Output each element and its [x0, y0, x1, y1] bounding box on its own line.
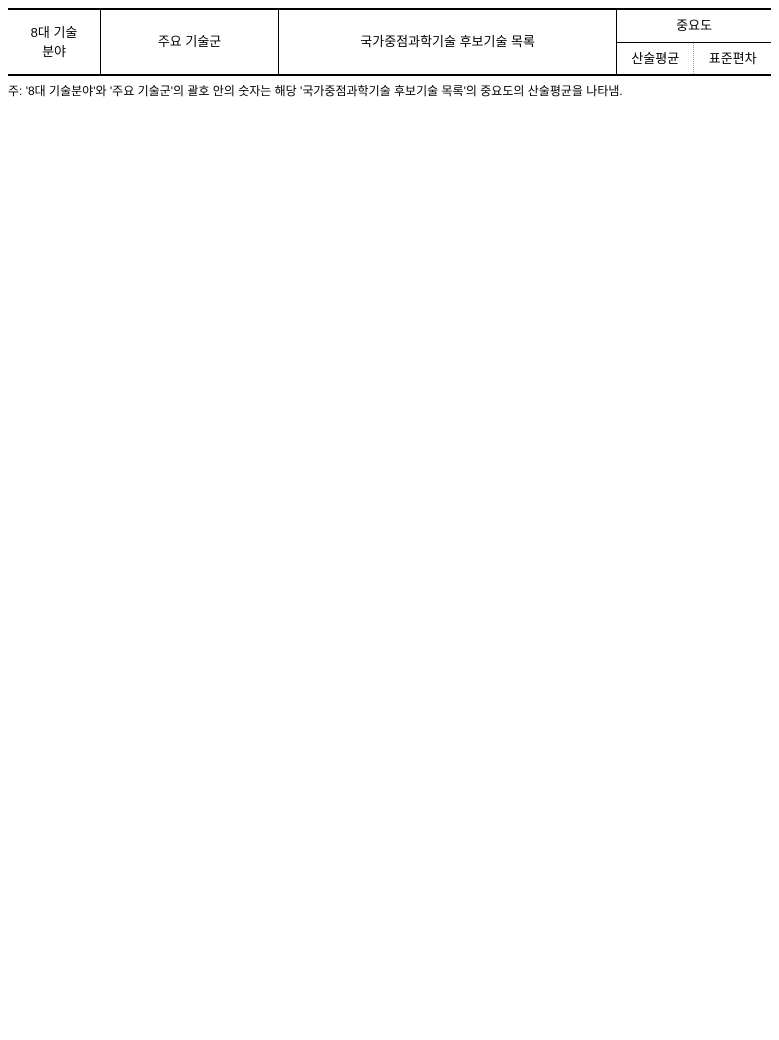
header-tech: 국가중점과학기술 후보기술 목록	[279, 9, 617, 75]
table-header: 8대 기술 분야 주요 기술군 국가중점과학기술 후보기술 목록 중요도 산술평…	[8, 9, 771, 75]
header-importance: 중요도	[617, 9, 771, 42]
header-field: 8대 기술 분야	[8, 9, 101, 75]
header-std: 표준편차	[694, 42, 771, 75]
table-footnote: 주: '8대 기술분야'와 '주요 기술군'의 괄호 안의 숫자는 해당 '국가…	[8, 82, 771, 101]
header-group: 주요 기술군	[101, 9, 279, 75]
tech-table: 8대 기술 분야 주요 기술군 국가중점과학기술 후보기술 목록 중요도 산술평…	[8, 8, 771, 76]
header-mean: 산술평균	[617, 42, 694, 75]
